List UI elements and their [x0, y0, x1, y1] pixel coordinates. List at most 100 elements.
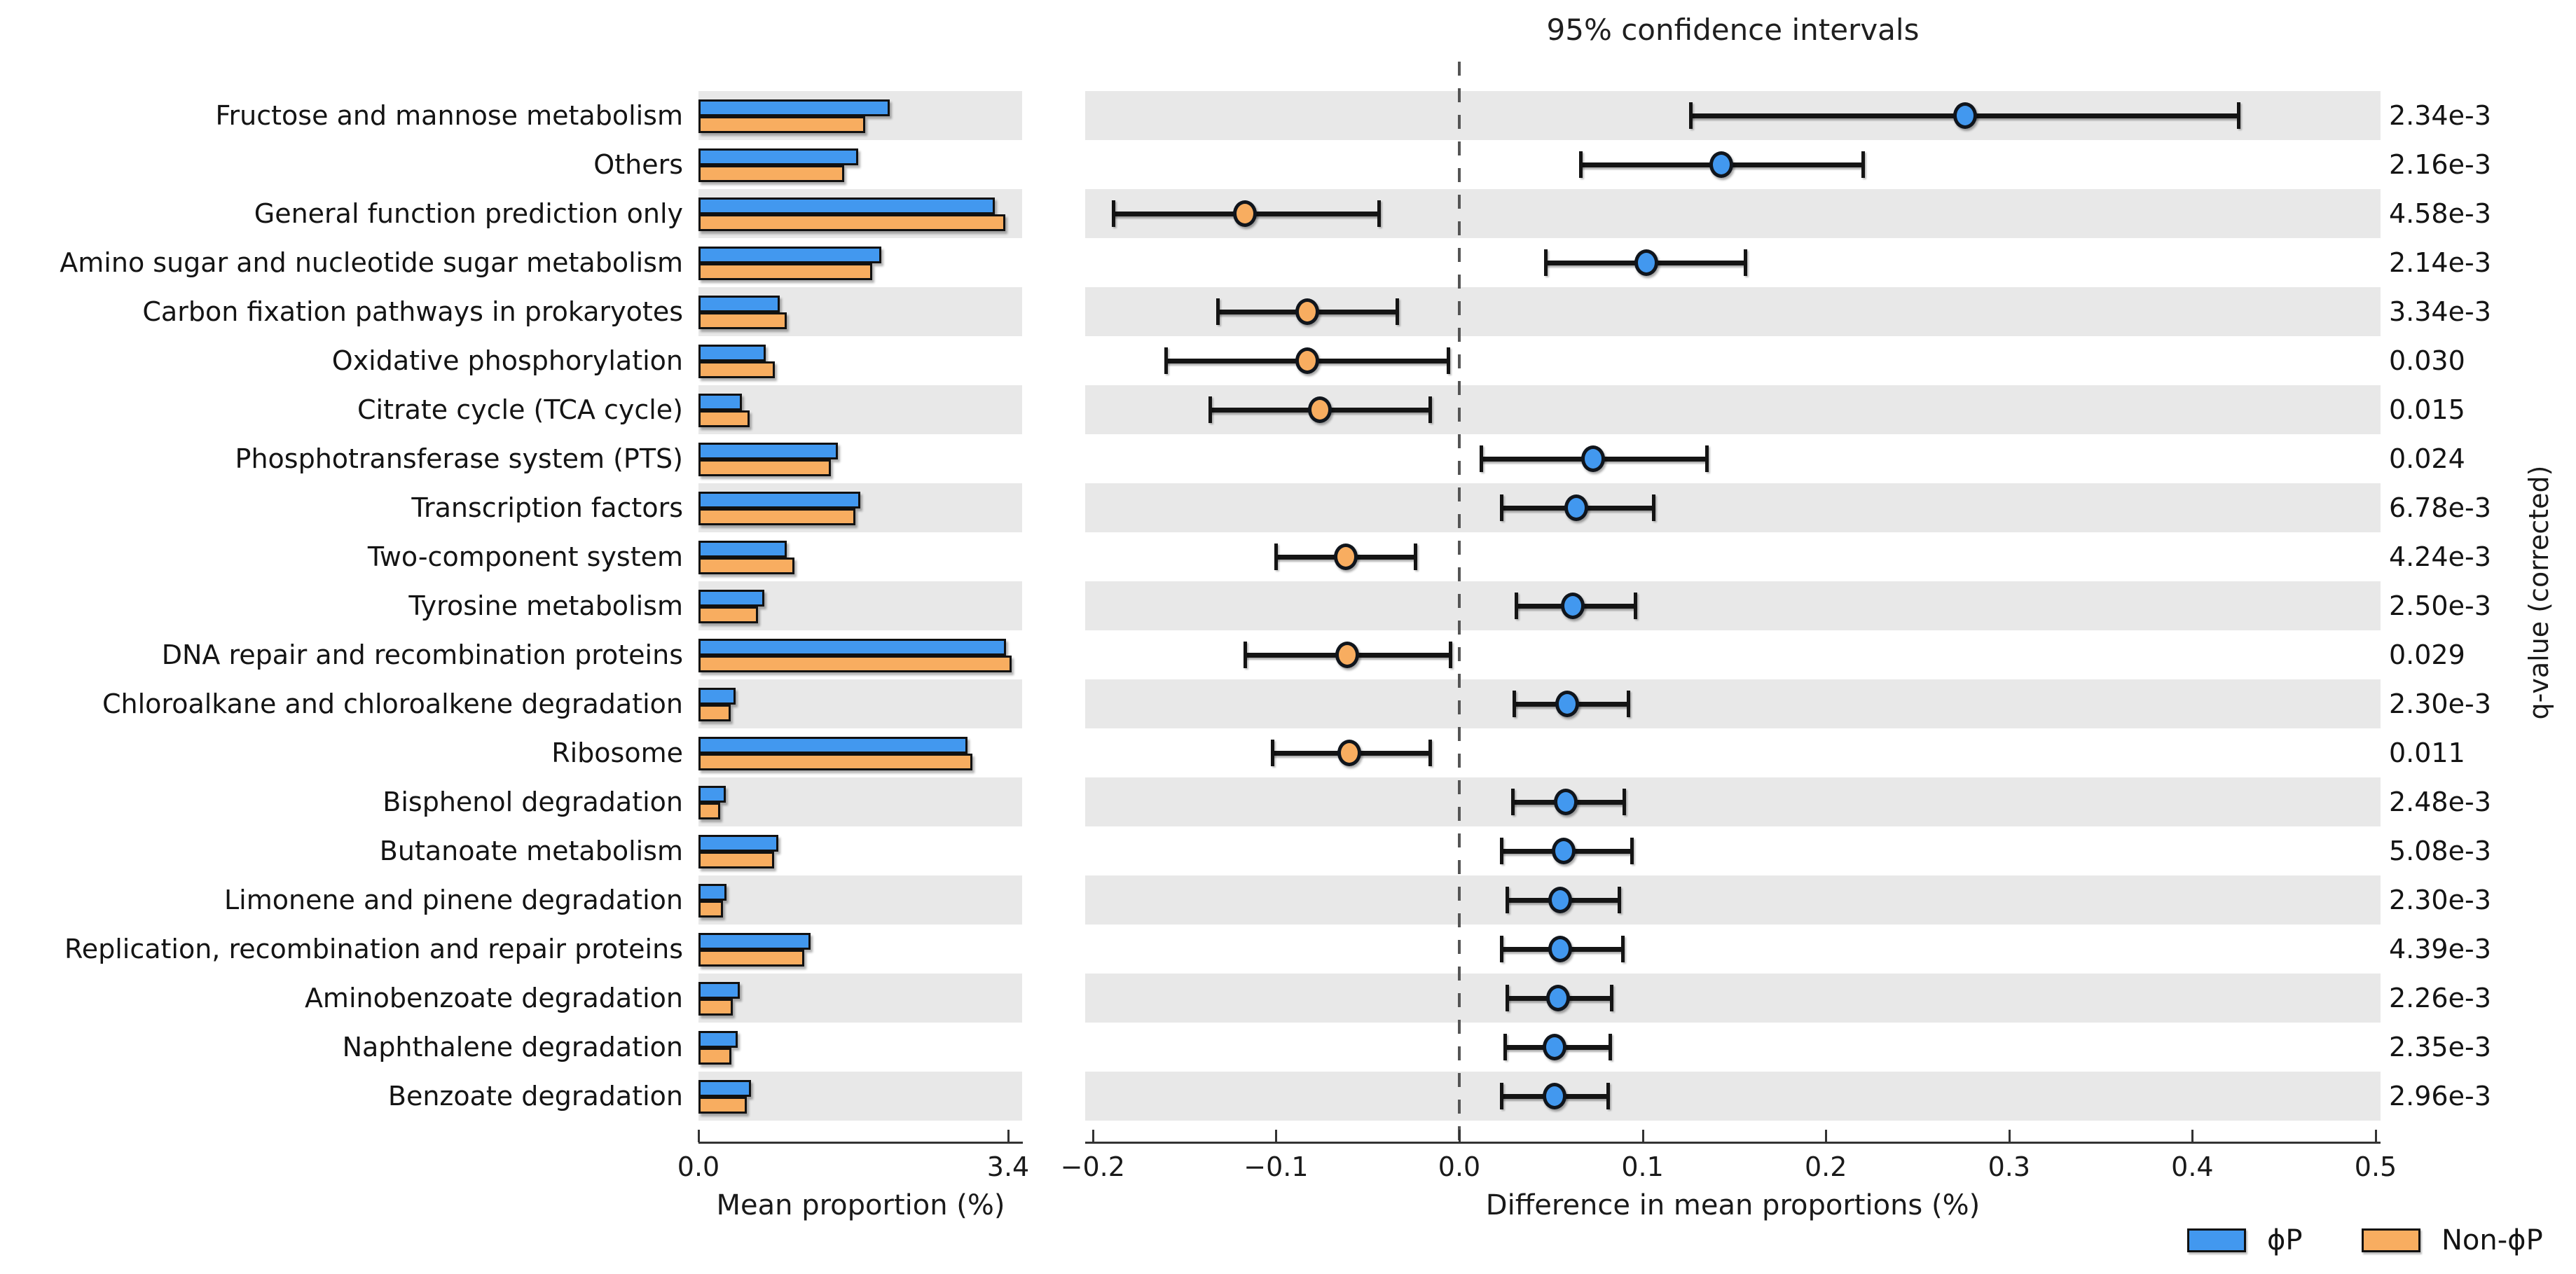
ci-lower-cap [1243, 642, 1247, 668]
right-axis-tick-label: 0.0 [1438, 1151, 1481, 1182]
difference-marker [1548, 936, 1572, 962]
category-label: Two-component system [367, 541, 683, 572]
ci-upper-cap [1606, 1083, 1610, 1109]
chart-title: 95% confidence intervals [1546, 13, 1920, 47]
ci-upper-cap [1861, 151, 1865, 178]
ci-lower-cap [1515, 593, 1519, 619]
ci-lower-cap [1480, 445, 1484, 472]
category-label: Oxidative phosphorylation [331, 345, 683, 376]
difference-marker [1561, 593, 1585, 619]
phip-mean-bar [698, 345, 766, 361]
difference-marker [1709, 151, 1734, 178]
difference-marker [1552, 838, 1576, 864]
ci-upper-cap [1396, 298, 1400, 325]
category-label: Butanoate metabolism [379, 836, 683, 866]
left-axis-tick-label: 0.0 [677, 1151, 720, 1182]
nonphip-mean-bar [698, 999, 733, 1016]
nonphip-mean-bar [698, 558, 794, 574]
category-label: Aminobenzoate degradation [304, 983, 683, 1013]
phip-mean-bar [698, 99, 890, 116]
ci-upper-cap [1608, 1034, 1612, 1060]
ci-upper-cap [1623, 789, 1627, 815]
ci-lower-cap [1111, 200, 1115, 227]
phip-mean-bar [698, 884, 727, 901]
row-band-left [698, 777, 1022, 826]
ci-upper-cap [1414, 543, 1418, 570]
ci-upper-cap [1620, 936, 1625, 962]
category-label: Phosphotransferase system (PTS) [235, 443, 683, 474]
right-axis-tick [1459, 1130, 1461, 1142]
difference-marker [1555, 691, 1580, 717]
phip-mean-bar [698, 492, 861, 508]
q-value: 2.30e-3 [2389, 688, 2491, 719]
ci-upper-cap [1447, 347, 1451, 374]
difference-marker [1580, 445, 1605, 472]
nonphip-mean-bar [698, 607, 758, 623]
right-axis-tick [1091, 1130, 1094, 1142]
category-label: Ribosome [551, 738, 683, 768]
ci-lower-cap [1500, 838, 1504, 864]
row-band-left [698, 679, 1022, 728]
category-label: Chloroalkane and chloroalkene degradatio… [102, 688, 683, 719]
row-band-right [1085, 581, 2381, 630]
q-value: 2.34e-3 [2389, 100, 2491, 131]
ci-upper-cap [1610, 985, 1614, 1011]
category-label: Carbon fixation pathways in prokaryotes [142, 296, 683, 327]
nonphip-mean-bar [698, 901, 724, 918]
phip-mean-bar [698, 296, 780, 312]
phip-mean-bar [698, 786, 726, 803]
q-value: 0.011 [2389, 738, 2465, 768]
ci-lower-cap [1688, 102, 1693, 129]
difference-marker [1953, 102, 1978, 129]
row-band-left [698, 875, 1022, 925]
right-axis-tick-label: 0.2 [1804, 1151, 1847, 1182]
nonphip-mean-bar [698, 508, 855, 525]
phip-mean-bar [698, 835, 779, 852]
legend-item-phip: ϕP [2187, 1224, 2303, 1256]
ci-lower-cap [1274, 543, 1279, 570]
phip-mean-bar [698, 688, 736, 705]
ci-upper-cap [1744, 249, 1748, 276]
difference-marker [1548, 887, 1572, 913]
right-axis-tick-label: 0.3 [1988, 1151, 2031, 1182]
row-band-right [1085, 875, 2381, 925]
right-axis-tick-label: −0.1 [1244, 1151, 1309, 1182]
nonphip-mean-bar [698, 852, 774, 868]
q-value: 2.50e-3 [2389, 590, 2491, 621]
category-label: Bisphenol degradation [383, 787, 683, 817]
difference-marker [1308, 396, 1332, 423]
ci-lower-cap [1543, 249, 1548, 276]
nonphip-mean-bar [698, 214, 1006, 231]
ci-upper-cap [1630, 838, 1634, 864]
phip-mean-bar [698, 443, 838, 459]
q-value: 2.16e-3 [2389, 149, 2491, 180]
right-axis-tick-label: −0.2 [1060, 1151, 1125, 1182]
nonphip-mean-bar [698, 312, 787, 329]
nonphip-mean-bar [698, 410, 750, 427]
q-value: 5.08e-3 [2389, 836, 2491, 866]
q-value: 2.48e-3 [2389, 787, 2491, 817]
ci-lower-cap [1500, 1083, 1504, 1109]
q-value: 2.30e-3 [2389, 885, 2491, 915]
ci-lower-cap [1506, 985, 1510, 1011]
right-axis-tick [1641, 1130, 1644, 1142]
difference-marker [1333, 543, 1358, 570]
category-label: Transcription factors [411, 492, 683, 523]
right-axis-tick [2375, 1130, 2377, 1142]
difference-marker [1546, 985, 1571, 1011]
right-axis-tick-label: 0.1 [1621, 1151, 1664, 1182]
phip-mean-bar [698, 982, 740, 999]
nonphip-mean-bar [698, 1097, 747, 1114]
difference-marker [1335, 642, 1360, 668]
q-value: 4.39e-3 [2389, 934, 2491, 964]
category-label: Naphthalene degradation [342, 1032, 683, 1062]
nonphip-mean-bar [698, 1048, 731, 1065]
row-band-left [698, 1072, 1022, 1121]
phip-mean-bar [698, 737, 967, 754]
nonphip-mean-bar [698, 656, 1012, 672]
category-label: Amino sugar and nucleotide sugar metabol… [60, 247, 683, 278]
category-label: General function prediction only [254, 198, 683, 229]
row-band-left [698, 974, 1022, 1023]
ci-lower-cap [1510, 789, 1515, 815]
